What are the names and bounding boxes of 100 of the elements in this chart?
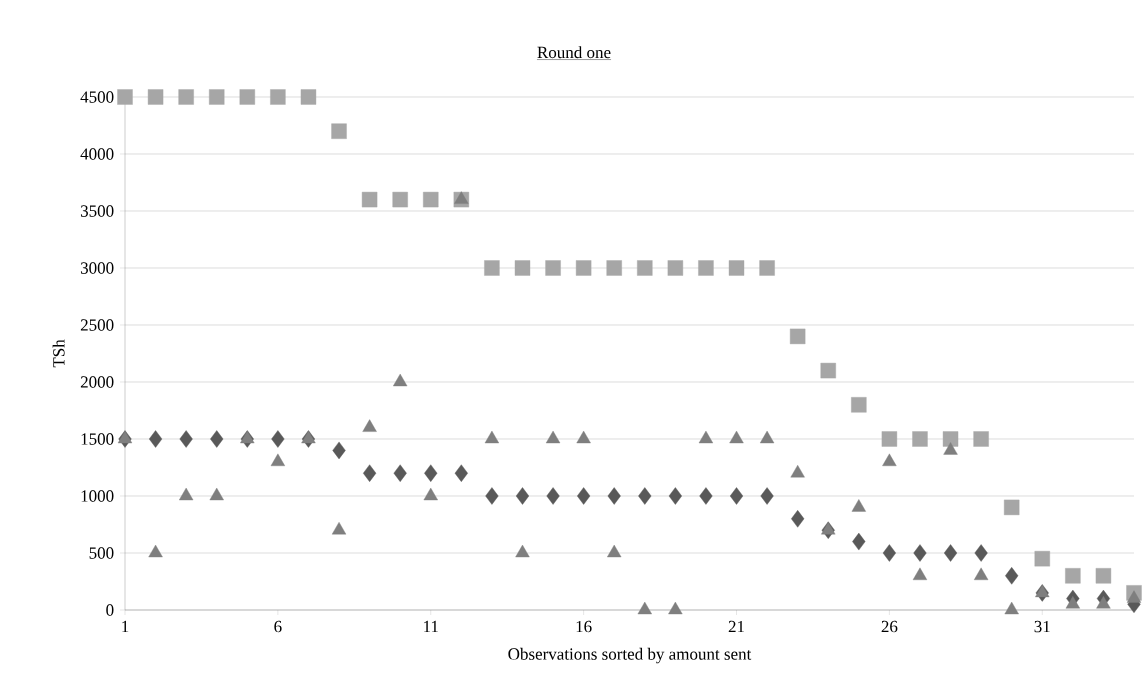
point — [545, 430, 561, 444]
x-tick-label: 1 — [122, 620, 129, 633]
y-tick-label: 1000 — [81, 490, 114, 502]
point — [607, 487, 621, 505]
point — [210, 430, 224, 448]
point — [882, 453, 897, 466]
point — [851, 499, 866, 512]
point — [974, 567, 989, 580]
point — [209, 89, 225, 105]
point — [363, 464, 377, 482]
point — [789, 328, 806, 345]
point — [607, 544, 622, 558]
point — [668, 601, 683, 615]
point — [728, 260, 745, 276]
point — [820, 362, 836, 379]
point — [1005, 567, 1019, 585]
point — [790, 465, 805, 478]
point — [912, 567, 928, 580]
x-tick-label: 21 — [728, 620, 744, 633]
point — [454, 464, 468, 482]
point — [606, 260, 622, 276]
point — [1096, 596, 1111, 609]
point — [791, 510, 805, 528]
point — [331, 123, 347, 139]
point — [913, 544, 927, 562]
point — [147, 89, 164, 105]
point — [668, 487, 682, 505]
point — [423, 487, 438, 501]
y-tick-label: 500 — [89, 547, 114, 559]
point — [270, 453, 286, 466]
y-tick-label: 4000 — [80, 148, 114, 160]
point — [1065, 568, 1081, 584]
point — [942, 431, 959, 447]
point — [301, 430, 316, 444]
point — [943, 544, 958, 562]
point — [637, 260, 653, 276]
y-tick-label: 4500 — [80, 91, 114, 103]
chart-title: Round one — [537, 46, 611, 59]
point — [117, 89, 133, 105]
point — [362, 419, 377, 432]
point — [974, 544, 988, 562]
point — [424, 464, 438, 482]
point — [1095, 568, 1112, 584]
point — [179, 430, 193, 448]
point — [485, 487, 499, 505]
point — [545, 260, 561, 276]
point — [484, 430, 500, 444]
point — [1004, 499, 1020, 516]
point — [760, 487, 774, 505]
y-tick-label: 3500 — [80, 205, 114, 217]
x-tick-label: 26 — [881, 620, 898, 633]
point — [637, 601, 652, 615]
point — [1065, 596, 1080, 609]
point — [515, 487, 530, 505]
y-tick-label: 1500 — [81, 433, 114, 445]
y-tick-label: 3000 — [80, 262, 114, 274]
point — [667, 260, 684, 276]
point — [117, 430, 133, 444]
point — [514, 260, 531, 276]
point — [729, 487, 744, 505]
point — [393, 373, 408, 387]
point — [239, 89, 255, 105]
point — [209, 487, 224, 501]
point — [577, 487, 591, 505]
point — [240, 430, 255, 444]
point — [1034, 551, 1050, 567]
point — [271, 430, 285, 448]
point — [149, 430, 163, 448]
point — [698, 260, 714, 276]
point — [852, 532, 866, 551]
point — [515, 544, 530, 558]
point — [1004, 601, 1019, 615]
point — [729, 430, 744, 444]
point — [698, 430, 714, 444]
point — [821, 522, 836, 535]
point — [973, 431, 989, 447]
x-tick-label: 11 — [424, 620, 438, 633]
point — [332, 441, 346, 460]
point — [148, 544, 163, 558]
point — [300, 89, 317, 105]
point — [882, 544, 896, 562]
point — [454, 191, 469, 204]
point — [912, 431, 928, 447]
point — [759, 260, 775, 276]
y-tick-label: 2500 — [80, 319, 114, 331]
point — [638, 487, 652, 505]
point — [546, 487, 560, 505]
point — [392, 191, 408, 208]
point — [699, 487, 713, 505]
point — [575, 260, 592, 276]
point — [423, 191, 439, 208]
x-tick-label: 16 — [576, 620, 592, 633]
y-tick-label: 0 — [106, 604, 114, 616]
x-axis-title: Observations sorted by amount sent — [508, 647, 752, 664]
point — [943, 442, 958, 455]
point — [331, 522, 347, 535]
x-tick-label: 31 — [1034, 620, 1050, 633]
point — [576, 430, 591, 444]
point — [759, 430, 775, 444]
y-axis-title: TSh — [52, 339, 65, 368]
